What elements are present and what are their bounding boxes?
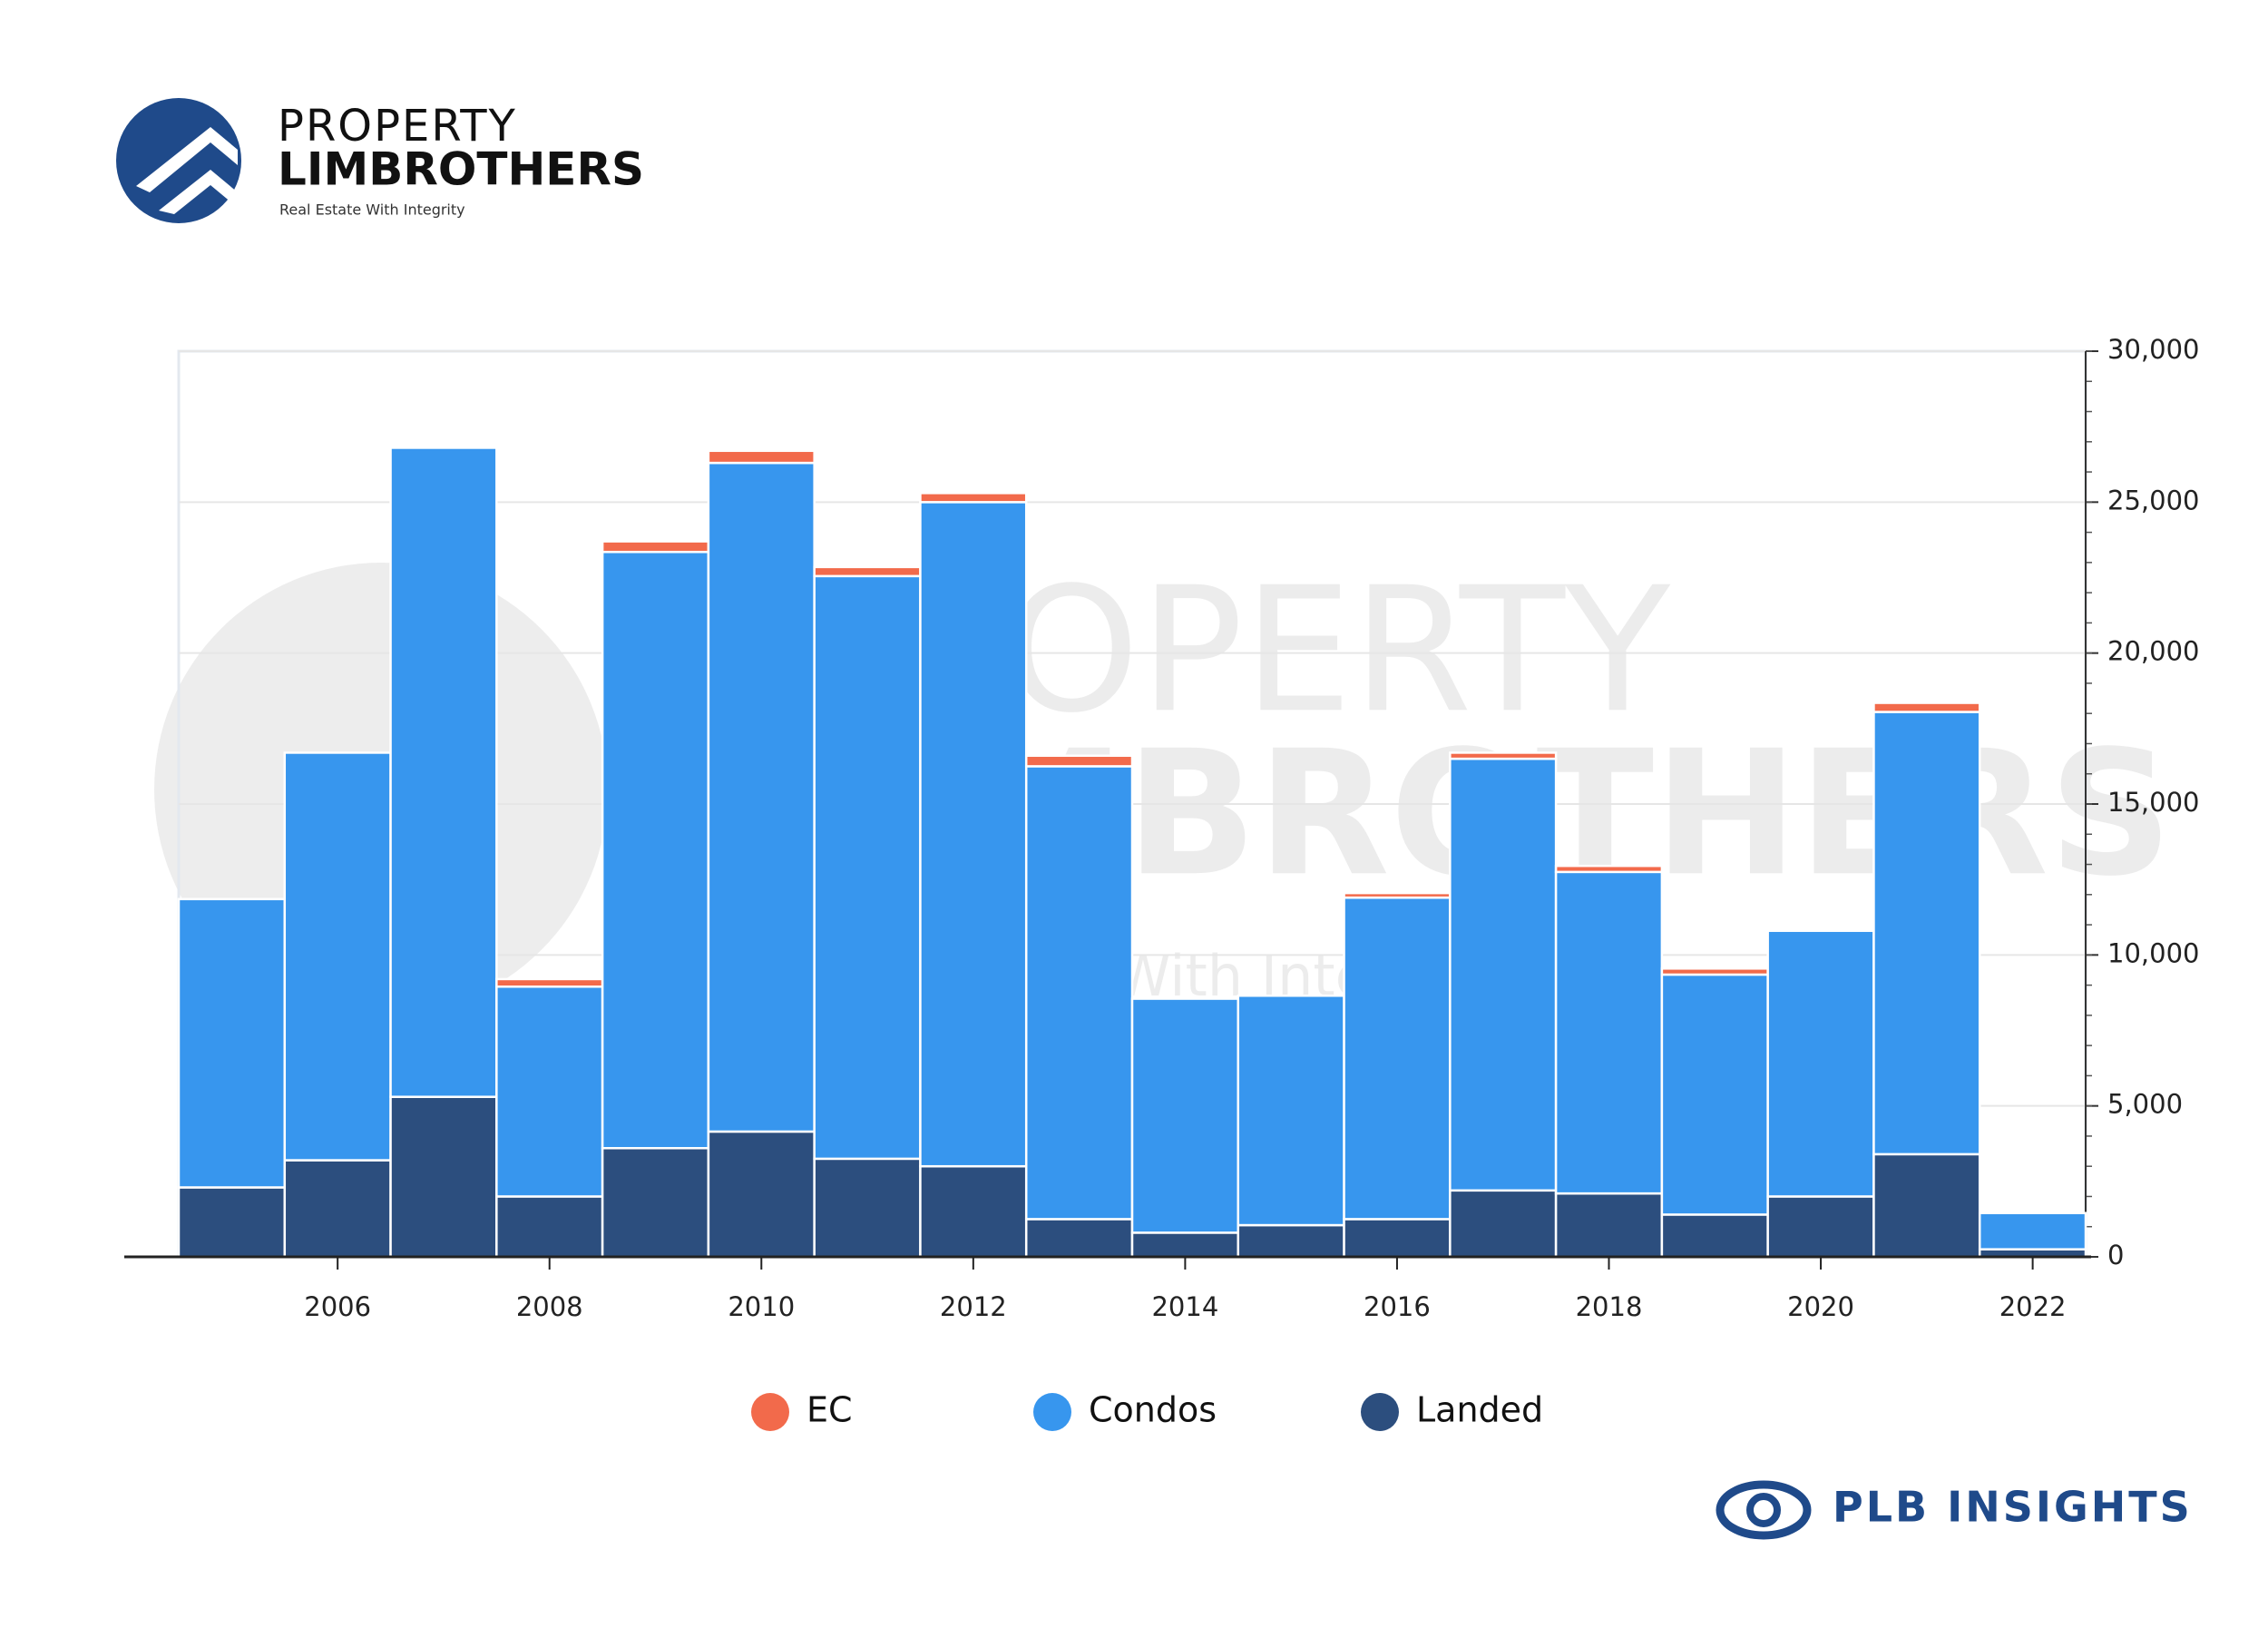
bar-segment [1237, 994, 1345, 1227]
x-tick-label: 2022 [1999, 1291, 2067, 1322]
chart: 0 5,000 10,000 15,000 20,000 25,000 30,000 2006… [124, 334, 2199, 1431]
bar-segment [1660, 1213, 1769, 1259]
bar-segment [1343, 891, 1452, 899]
y-tick-label: 25,000 [2107, 485, 2199, 515]
bar-segment [1024, 754, 1134, 768]
bar-segment [283, 751, 392, 1162]
bar-segment [1449, 1189, 1558, 1259]
x-tick-label: 2010 [728, 1291, 795, 1322]
x-tick-label: 2008 [516, 1291, 583, 1322]
bar-segment [813, 1157, 922, 1259]
bar-segment [1660, 973, 1769, 1216]
bar-segment [601, 550, 710, 1150]
insights-logo: PLB INSIGHTS [1716, 1480, 2193, 1540]
bar-segment [1872, 701, 1981, 713]
bar-segment [1660, 967, 1769, 976]
legend-swatch [1033, 1393, 1071, 1431]
y-tick-label: 5,000 [2107, 1089, 2183, 1120]
bar-segment [1237, 1223, 1345, 1259]
y-tick-label: 15,000 [2107, 787, 2199, 818]
bar-segment [1872, 711, 1981, 1156]
legend-swatch [751, 1393, 789, 1431]
x-tick-label: 2012 [940, 1291, 1007, 1322]
eye-icon [1746, 1493, 1781, 1527]
legend-label: Landed [1416, 1390, 1543, 1430]
y-tick-label: 0 [2107, 1240, 2124, 1270]
tagline: Real Estate With Integrity [279, 201, 465, 219]
legend-swatch [1361, 1393, 1399, 1431]
legend-label: Condos [1089, 1390, 1217, 1430]
bar-segment [919, 501, 1028, 1168]
legend-label: EC [807, 1390, 853, 1430]
bar-segment [495, 1195, 604, 1259]
bar-segment [707, 461, 816, 1133]
bar-segment [177, 897, 287, 1189]
bar-segment [601, 1146, 710, 1259]
bar-segment [1766, 929, 1875, 1198]
x-tick-label: 2018 [1576, 1291, 1643, 1322]
bar-segment [1872, 1152, 1981, 1259]
bar-segment [1130, 1231, 1240, 1259]
y-tick-label: 20,000 [2107, 636, 2199, 667]
bar-segment [919, 492, 1028, 504]
bar-segment [1024, 765, 1134, 1221]
x-tick-label: 2020 [1787, 1291, 1854, 1322]
bar-segment [495, 977, 604, 988]
bar-segment [919, 1164, 1028, 1259]
bar-segment [1024, 1218, 1134, 1259]
bar-segment [177, 1186, 287, 1259]
bar-segment [813, 574, 922, 1161]
bar-segment [1978, 1211, 2087, 1250]
logo-mark [136, 127, 238, 192]
bar-segment [1130, 997, 1240, 1234]
bar-segment [1449, 757, 1558, 1192]
y-tick-label: 30,000 [2107, 334, 2199, 365]
x-tick-label: 2006 [304, 1291, 371, 1322]
bar-segment [1343, 896, 1452, 1221]
bar-segment [813, 565, 922, 578]
bar-segment [707, 449, 816, 465]
brand-bottom: LIMBROTHERS [278, 143, 644, 196]
bar-segment [389, 446, 498, 1098]
bar-segment [707, 1130, 816, 1259]
bar-segment [283, 1159, 392, 1259]
bar-segment [601, 540, 710, 554]
x-tick-label: 2014 [1151, 1291, 1218, 1322]
bar-segment [1554, 1192, 1664, 1259]
bar-segment [1554, 864, 1664, 874]
eye-icon [1716, 1480, 1812, 1540]
x-tick-label: 2016 [1364, 1291, 1431, 1322]
logo: PROPERTY LIMBROTHERS Real Estate With In… [116, 98, 644, 223]
insights-text: PLB INSIGHTS [1833, 1483, 2193, 1532]
bar-segment [1449, 751, 1558, 760]
brand-top: PROPERTY [278, 101, 517, 152]
bar-segment [389, 1095, 498, 1259]
bar-segment [495, 986, 604, 1198]
bar-segment [1766, 1195, 1875, 1259]
bar-segment [1554, 870, 1664, 1195]
y-tick-label: 10,000 [2107, 937, 2199, 968]
logo-mark [159, 170, 238, 214]
bar-segment [1343, 1218, 1452, 1259]
